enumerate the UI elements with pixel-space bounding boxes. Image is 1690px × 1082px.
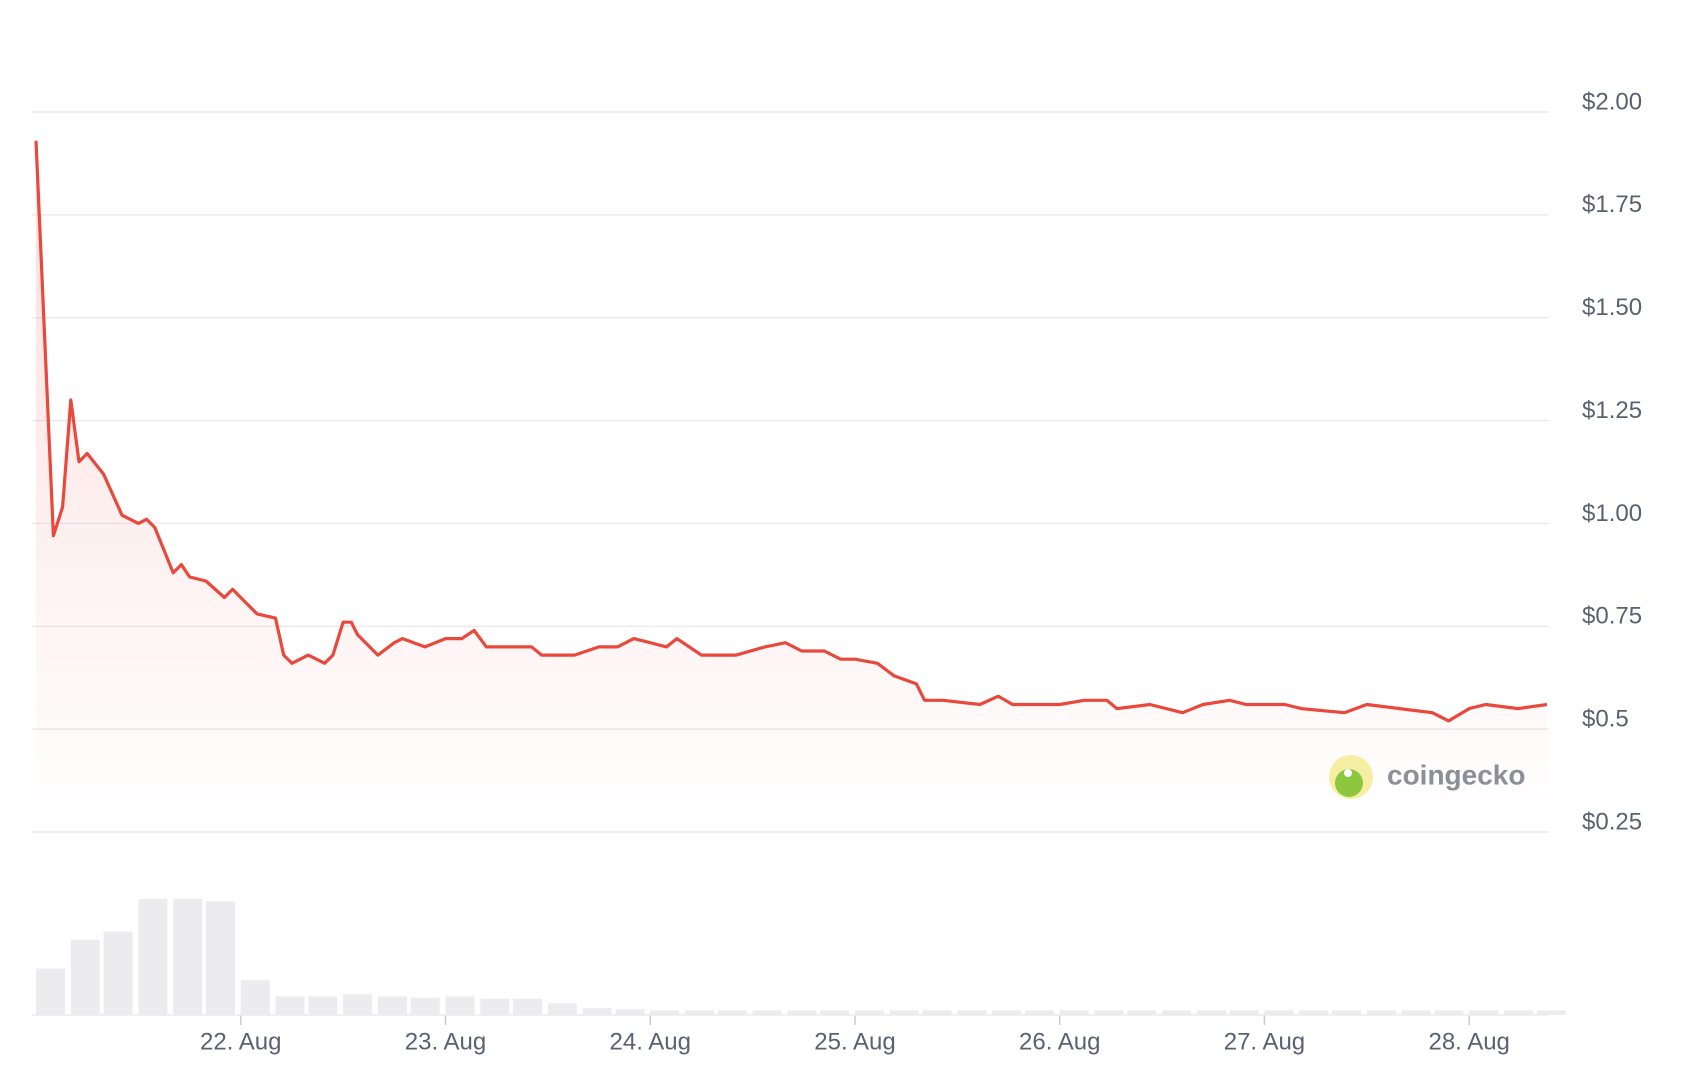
volume-bar xyxy=(650,1010,680,1015)
volume-bar xyxy=(1059,1010,1089,1015)
volume-bar xyxy=(1196,1010,1226,1015)
volume-bar xyxy=(1366,1010,1396,1015)
volume-bar xyxy=(1504,1010,1534,1015)
x-tick-label: 24. Aug xyxy=(610,1028,691,1055)
y-tick-label: $2.00 xyxy=(1582,88,1642,115)
volume-bar xyxy=(70,939,100,1015)
volume-bar xyxy=(240,980,270,1015)
y-tick-label: $1.50 xyxy=(1582,294,1642,321)
volume-bar xyxy=(1332,1010,1362,1015)
volume-bar xyxy=(615,1009,645,1015)
volume-bar xyxy=(957,1010,987,1015)
volume-bar xyxy=(36,968,66,1015)
volume-bar xyxy=(513,998,543,1015)
volume-layer xyxy=(36,899,1566,1015)
volume-bar xyxy=(445,996,475,1015)
logo-eye xyxy=(1344,769,1352,777)
y-tick-label: $1.75 xyxy=(1582,191,1642,218)
x-tick-label: 26. Aug xyxy=(1019,1028,1100,1055)
area-fill xyxy=(36,140,1547,833)
volume-bar xyxy=(1127,1010,1157,1015)
price-line xyxy=(34,140,1548,723)
y-tick-label: $1.00 xyxy=(1582,500,1642,527)
volume-bar xyxy=(1299,1010,1329,1015)
logo-gecko xyxy=(1335,769,1363,797)
x-tick-label: 28. Aug xyxy=(1428,1028,1509,1055)
volume-bar xyxy=(717,1010,747,1015)
volume-bar xyxy=(308,996,338,1015)
volume-bar xyxy=(103,931,133,1015)
y-tick-label: $1.25 xyxy=(1582,397,1642,424)
volume-bar xyxy=(820,1010,850,1015)
volume-bar xyxy=(889,1010,919,1015)
y-tick-label: $0.25 xyxy=(1582,808,1642,835)
y-tick-label: $0.75 xyxy=(1582,603,1642,630)
volume-bar xyxy=(752,1010,782,1015)
volume-bar xyxy=(582,1008,612,1015)
x-tick-label: 25. Aug xyxy=(814,1028,895,1055)
watermark-text: coingecko xyxy=(1387,759,1525,790)
volume-bar xyxy=(1229,1010,1259,1015)
volume-bar xyxy=(1162,1010,1192,1015)
volume-bar xyxy=(275,996,305,1015)
volume-bar xyxy=(685,1010,715,1015)
volume-bar xyxy=(1469,1010,1499,1015)
x-tick-label: 22. Aug xyxy=(200,1028,281,1055)
volume-bar xyxy=(1536,1010,1566,1015)
volume-bar xyxy=(1094,1010,1124,1015)
volume-bar xyxy=(922,1010,952,1015)
volume-bar xyxy=(547,1003,577,1015)
volume-bar xyxy=(787,1010,817,1015)
x-tick-label: 23. Aug xyxy=(405,1028,486,1055)
volume-bar xyxy=(1024,1010,1054,1015)
volume-bar xyxy=(377,996,407,1015)
volume-bar xyxy=(1401,1010,1431,1015)
volume-bar xyxy=(205,901,235,1015)
volume-bar xyxy=(173,899,203,1015)
watermark: coingecko xyxy=(1329,755,1525,799)
volume-bar xyxy=(1434,1010,1464,1015)
volume-bar xyxy=(138,899,168,1015)
volume-bar xyxy=(1264,1010,1294,1015)
label-layer: $2.00 $1.75 $1.50 $1.25 $1.00 $0.75 $0.5 $0.25 2… xyxy=(32,88,1642,1055)
volume-bar xyxy=(480,998,510,1015)
volume-bar xyxy=(410,997,440,1015)
volume-bar xyxy=(992,1010,1022,1015)
x-tick-label: 27. Aug xyxy=(1224,1028,1305,1055)
volume-bar xyxy=(343,994,373,1015)
plot-layer xyxy=(34,140,1548,833)
y-tick-label: $0.5 xyxy=(1582,705,1629,732)
volume-bar xyxy=(854,1010,884,1015)
